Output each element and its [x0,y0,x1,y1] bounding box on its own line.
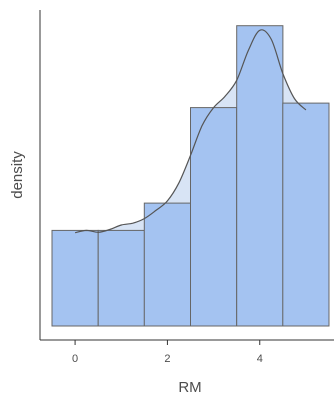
density-curve-line [74,29,307,234]
histogram-bar-1 [51,229,99,327]
x-tick-label-4: 4 [257,353,263,365]
histogram-bar-3 [143,202,192,327]
y-axis-label: density [9,151,26,199]
x-tick-label-2: 2 [164,353,170,365]
histogram-bar-2 [97,229,145,327]
x-axis-label: RM [178,379,201,396]
histogram-bar-5 [236,25,284,327]
histogram-bar-6 [282,102,330,327]
histogram-bar-4 [190,107,238,327]
x-tick-label-0: 0 [72,353,78,365]
